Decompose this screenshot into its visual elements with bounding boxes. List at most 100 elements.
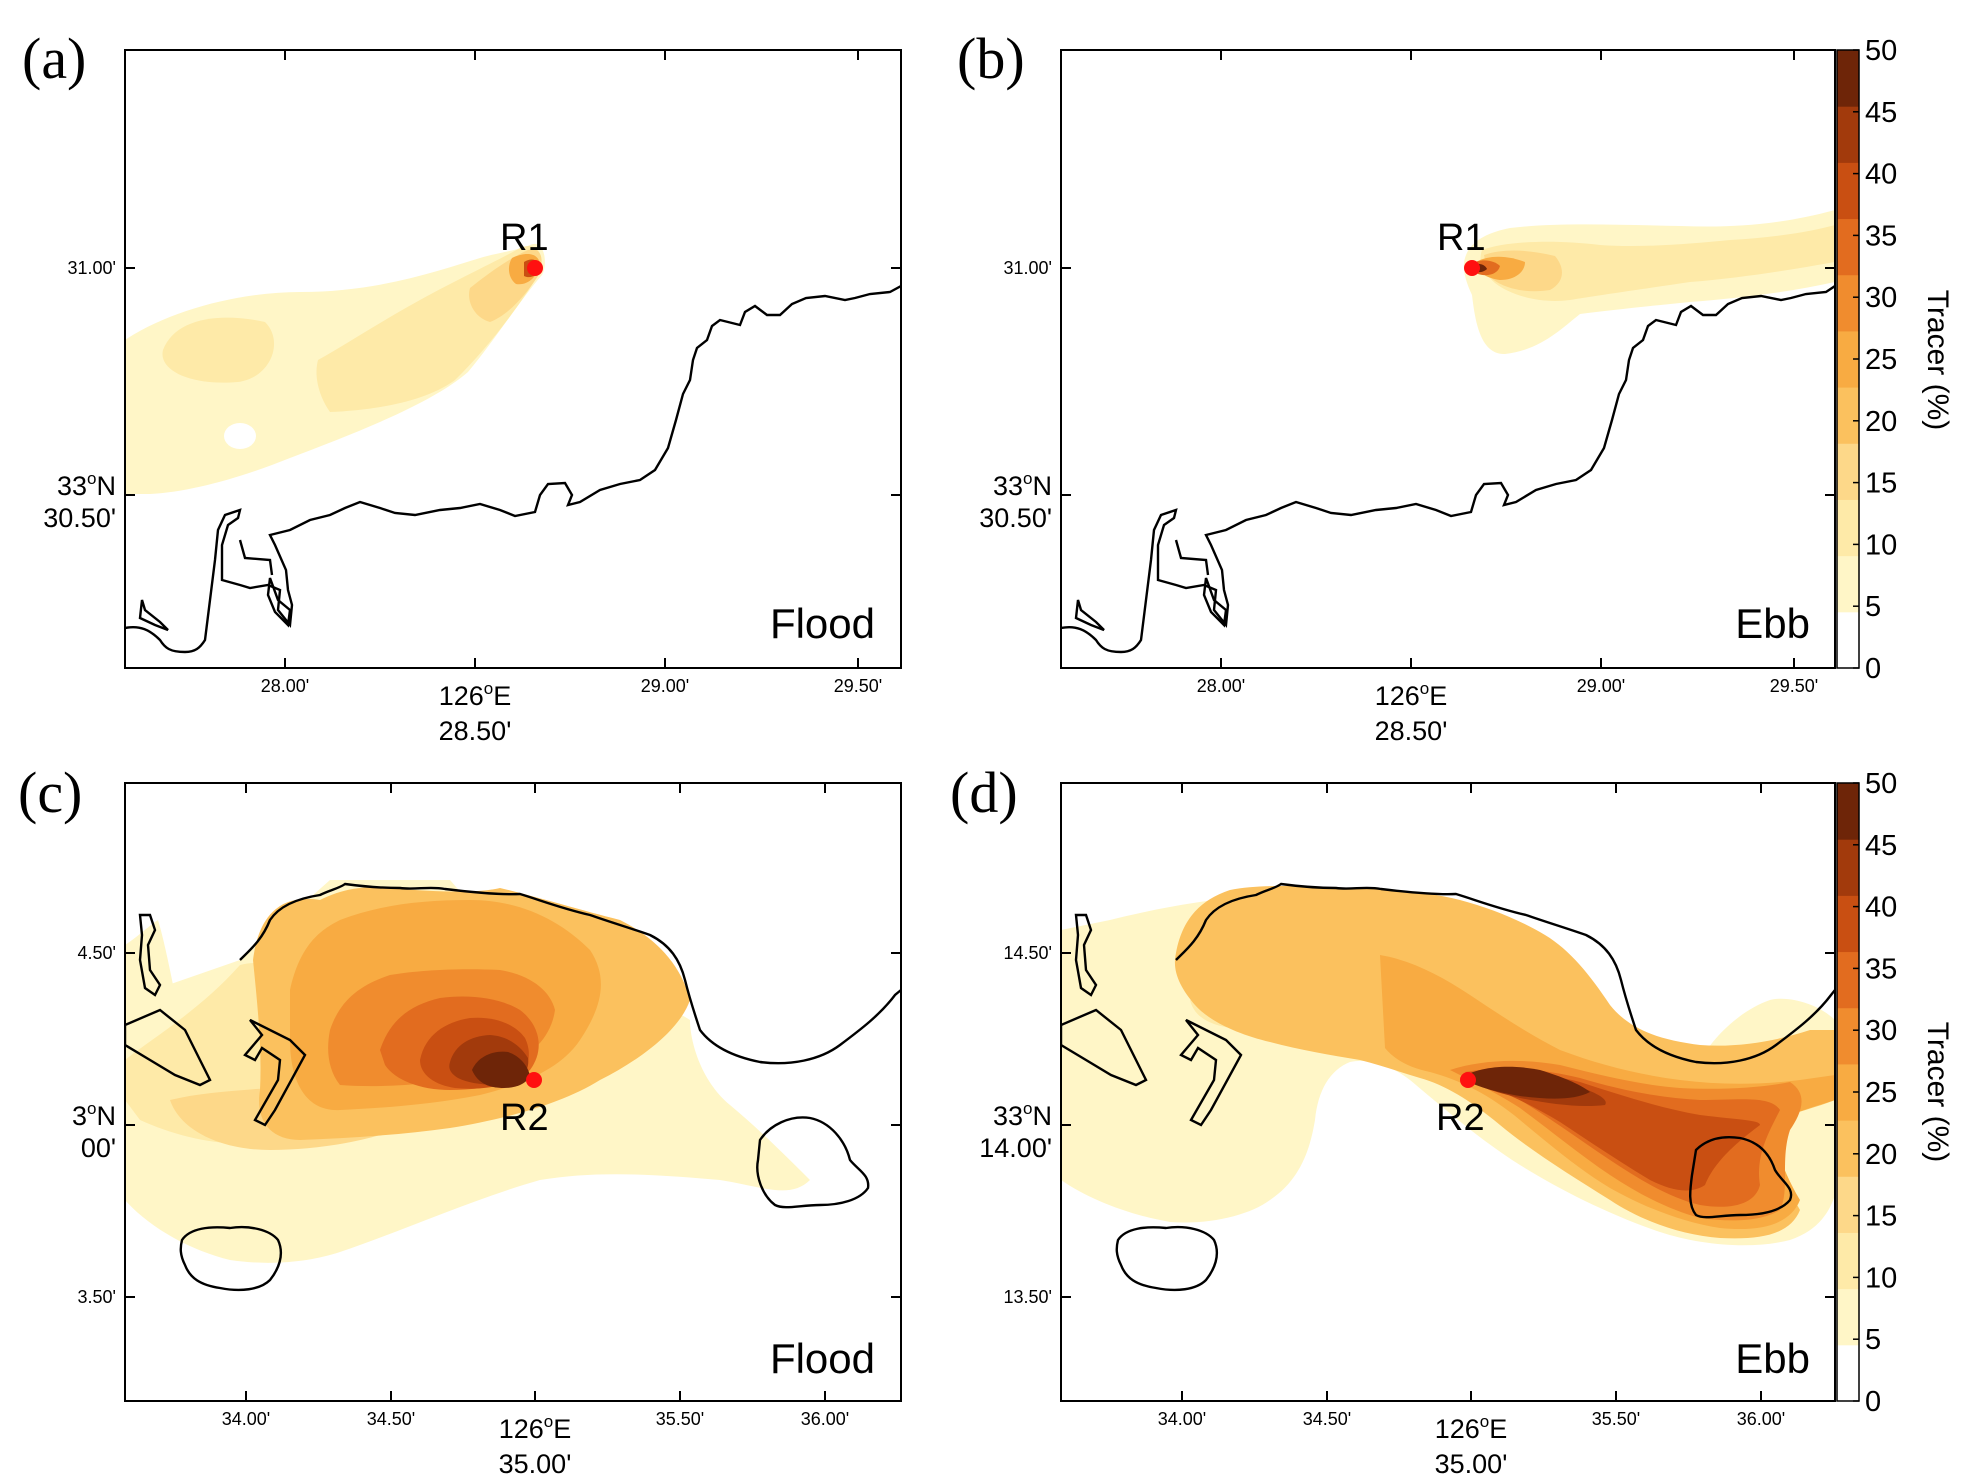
colorbar-segment — [1837, 274, 1859, 332]
lat-major-min-d: 14.00' — [979, 1133, 1052, 1163]
lat-minor-top-d: 14.50' — [1004, 943, 1052, 963]
panel-a: R1 (a) Flood 31.00' 33oN 30.50' 28.00' 2… — [22, 26, 902, 746]
station-label-b: R1 — [1437, 217, 1486, 259]
colorbar-tick-label: 30 — [1865, 282, 1897, 314]
colorbar-tick-label: 45 — [1865, 830, 1897, 862]
panel-d: R2 (d) Ebb 14.50' 13.50' 33oN 14.00' 34.… — [950, 760, 1836, 1479]
coastline-b — [1061, 285, 1835, 654]
lat-major-degree-b: 33oN — [993, 469, 1052, 501]
colorbar-tick-label: 35 — [1865, 220, 1897, 252]
colorbar-segment — [1837, 330, 1859, 388]
lat-major-degree-d: 33oN — [993, 1099, 1052, 1131]
panel-letter-a: (a) — [22, 26, 86, 91]
colorbar-segment — [1837, 1176, 1859, 1233]
colorbar-tick-label: 20 — [1865, 1139, 1897, 1171]
panel-letter-c: (c) — [18, 760, 82, 825]
lat-major-min-b: 30.50' — [979, 503, 1052, 533]
lon-major-min-c: 35.00' — [499, 1449, 572, 1479]
lon-major-min-b: 28.50' — [1375, 716, 1448, 746]
axes-frame-d — [1060, 782, 1836, 1402]
lat-major-degree-a: 33oN — [57, 469, 116, 501]
lon-minor-label-b-2: 29.00' — [1577, 676, 1625, 696]
station-marker-d — [1460, 1072, 1476, 1088]
tide-mode-a: Flood — [770, 600, 875, 647]
ticks-b — [1061, 50, 1835, 668]
colorbar-tick-label: 50 — [1865, 768, 1897, 800]
station-label-d: R2 — [1436, 1097, 1485, 1139]
lon-minor-label-d-4: 36.00' — [1737, 1409, 1785, 1429]
coastline-c — [125, 882, 901, 1292]
coastline-a — [125, 284, 901, 654]
tide-mode-b: Ebb — [1735, 600, 1810, 647]
lat-minor-label-a: 31.00' — [68, 258, 116, 278]
colorbar-tick-label: 5 — [1865, 591, 1881, 623]
station-marker-a — [527, 260, 543, 276]
station-label-a: R1 — [500, 217, 549, 259]
lon-minor-label-c-2: 34.50' — [367, 1409, 415, 1429]
colorbar-segment — [1837, 1288, 1859, 1346]
colorbar-tick-label: 10 — [1865, 1262, 1897, 1294]
lon-minor-label-a-3: 29.50' — [834, 676, 882, 696]
axes-frame-c — [124, 782, 902, 1402]
colorbar-segment — [1837, 1063, 1859, 1121]
colorbar-tick-label: 0 — [1865, 653, 1881, 685]
lon-minor-label-a-2: 29.00' — [641, 676, 689, 696]
colorbar-tick-label: 25 — [1865, 1077, 1897, 1109]
lon-major-degree-a: 126oE — [439, 679, 512, 711]
lat-minor-bottom-c: 3.50' — [78, 1287, 116, 1307]
lon-minor-label-c-4: 36.00' — [801, 1409, 849, 1429]
lat-minor-bottom-d: 13.50' — [1004, 1287, 1052, 1307]
colorbar-label-top: Tracer (%) — [1921, 290, 1954, 431]
colorbar-segment — [1837, 555, 1859, 613]
axes-frame-b — [1060, 49, 1836, 669]
tracer-plume-c — [125, 880, 810, 1263]
colorbar-segment — [1837, 1344, 1859, 1402]
lon-major-degree-b: 126oE — [1375, 679, 1448, 711]
colorbar-segment — [1837, 162, 1859, 220]
lon-major-degree-c: 126oE — [499, 1412, 572, 1444]
colorbar-tick-label: 35 — [1865, 953, 1897, 985]
lon-major-min-d: 35.00' — [1435, 1449, 1508, 1479]
station-marker-b — [1464, 260, 1480, 276]
colorbar-segment — [1837, 50, 1859, 107]
tracer-plume-a — [125, 243, 545, 494]
ticks-a — [125, 50, 901, 668]
colorbar-tick-label: 15 — [1865, 468, 1897, 500]
colorbar-tick-label: 25 — [1865, 344, 1897, 376]
colorbar-tick-label: 20 — [1865, 406, 1897, 438]
panel-b: R1 (b) Ebb 31.00' 33oN 30.50' 28.00' 29.… — [957, 26, 1836, 746]
lon-major-min-a: 28.50' — [439, 716, 512, 746]
lon-minor-label-d-2: 34.50' — [1303, 1409, 1351, 1429]
lon-minor-label-b-3: 29.50' — [1770, 676, 1818, 696]
colorbar-label-bottom: Tracer (%) — [1921, 1022, 1954, 1163]
colorbar-tick-label: 0 — [1865, 1386, 1881, 1418]
tide-mode-c: Flood — [770, 1335, 875, 1382]
lat-minor-top-c: 4.50' — [78, 943, 116, 963]
lat-minor-label-b: 31.00' — [1004, 258, 1052, 278]
ticks-d — [1061, 783, 1835, 1401]
lon-minor-label-c-1: 34.00' — [222, 1409, 270, 1429]
lat-major-min-c: 00' — [81, 1133, 116, 1163]
colorbar-segment — [1837, 783, 1859, 840]
lon-minor-label-a-1: 28.00' — [261, 676, 309, 696]
lon-minor-label-b-1: 28.00' — [1197, 676, 1245, 696]
ticks-c — [125, 783, 901, 1401]
colorbar-tick-label: 10 — [1865, 529, 1897, 561]
tracer-plume-b — [1463, 210, 1835, 355]
colorbar-tick-label: 50 — [1865, 35, 1897, 67]
lat-major-min-a: 30.50' — [43, 503, 116, 533]
colorbar-segment — [1837, 499, 1859, 557]
colorbar-tick-label: 15 — [1865, 1201, 1897, 1233]
colorbar-tick-label: 5 — [1865, 1324, 1881, 1356]
colorbar-segment — [1837, 611, 1859, 669]
colorbar-top: 0 5 10 15 20 25 30 35 40 45 50 — [1836, 35, 1897, 685]
colorbar-tick-label: 40 — [1865, 892, 1897, 924]
colorbar-segment — [1837, 839, 1859, 896]
station-label-c: R2 — [500, 1097, 549, 1139]
colorbar-segment — [1837, 218, 1859, 276]
coastline-d — [1061, 882, 1835, 1292]
colorbar-tick-label: 40 — [1865, 159, 1897, 191]
colorbar-tick-label: 45 — [1865, 97, 1897, 129]
colorbar-segment — [1837, 951, 1859, 1009]
